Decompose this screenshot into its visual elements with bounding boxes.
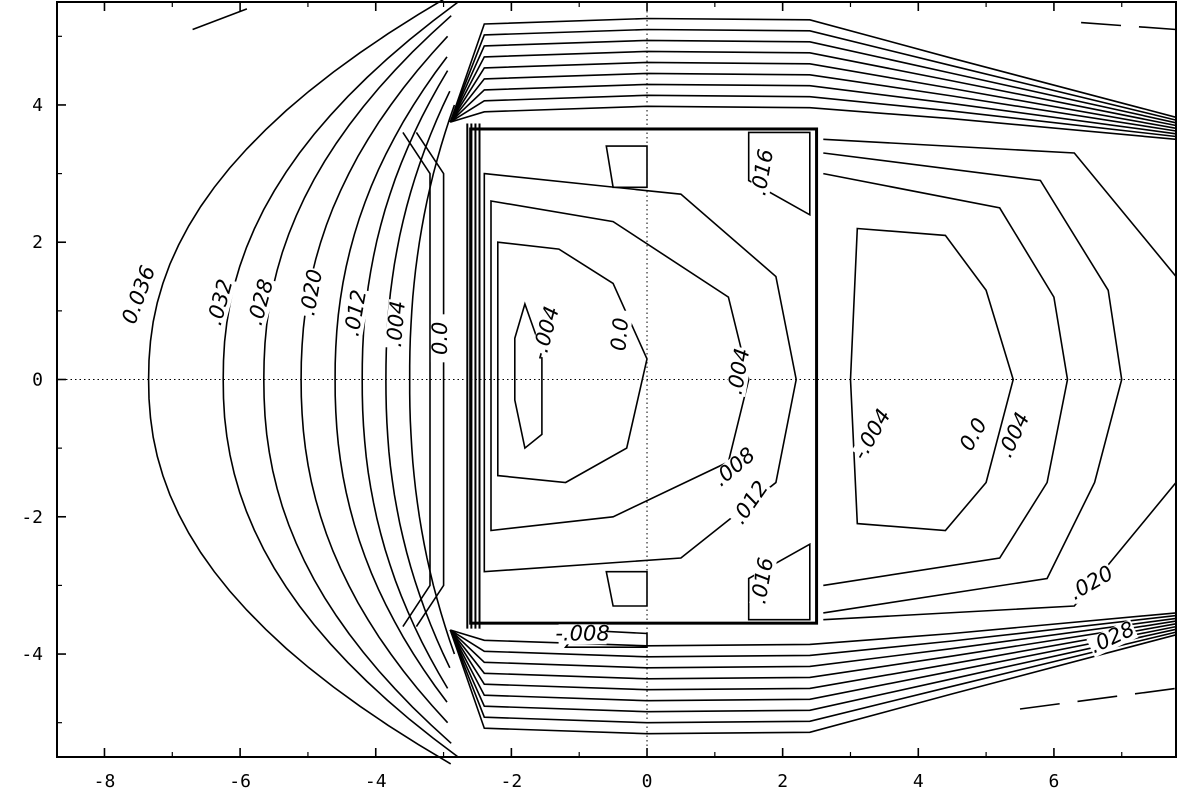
x-tick-label: 2 xyxy=(777,771,788,792)
contour-label-bg xyxy=(749,147,778,198)
contour-line-shear-bottom xyxy=(449,628,1177,713)
contour-label: 0.0 xyxy=(606,317,633,352)
contour-line-wake-outer xyxy=(823,138,1177,278)
contour-line-inner-bottom-cell xyxy=(605,570,648,607)
contour-label-bg xyxy=(608,309,633,360)
contour-label: .016 xyxy=(746,556,778,606)
contour-line-upstream xyxy=(147,0,452,765)
contour-lines xyxy=(147,0,1177,765)
contour-line-shear-top xyxy=(449,50,1177,127)
contour-line-wake-zero xyxy=(823,172,1069,587)
contour-line-farfield-dash xyxy=(1081,21,1177,31)
contour-label: 0.0 xyxy=(428,322,452,355)
contour-label-bg xyxy=(530,307,563,360)
x-tick-label: -8 xyxy=(94,771,116,792)
contour-line-wake-negative xyxy=(849,227,1015,532)
contour-line-shear-top xyxy=(449,17,1177,123)
contour-label: .012 xyxy=(727,476,773,528)
contour-label: .004 xyxy=(382,300,410,349)
contour-line-shear-top xyxy=(449,94,1177,138)
contour-line-upstream xyxy=(361,70,449,689)
contour-label: -.008 xyxy=(555,621,609,645)
y-tick-label: 4 xyxy=(32,95,43,116)
contour-line-wake-outer xyxy=(823,481,1177,621)
contour-label-bg xyxy=(749,555,778,607)
contour-label-bg xyxy=(342,287,371,339)
contour-line-shear-bottom xyxy=(449,623,1177,691)
contour-label: .016 xyxy=(746,147,778,197)
contour-label: .028 xyxy=(243,276,278,327)
contour-line-face xyxy=(415,131,445,628)
x-tick-label: 4 xyxy=(913,771,924,792)
x-tick-label: 6 xyxy=(1049,771,1060,792)
contour-label-bg xyxy=(728,477,773,529)
contour-label-bg xyxy=(384,299,409,349)
contour-label-bg xyxy=(709,444,760,491)
contour-line-shear-bottom xyxy=(449,617,1177,669)
y-tick-label: 2 xyxy=(32,232,43,253)
reference-lines xyxy=(57,2,1176,757)
contour-line-farfield-dash xyxy=(1019,687,1177,710)
contour-line-upstream xyxy=(222,1,459,758)
contour-line-upstream xyxy=(262,15,452,744)
axis-ticks: -8 -6 -4 -2 0 2 4 6 4 2 0 -2 -4 xyxy=(21,2,1123,792)
contour-label-bg xyxy=(430,314,451,363)
contour-label: .004 xyxy=(723,346,755,396)
contour-label-bg xyxy=(1086,619,1139,658)
x-tick-label: 0 xyxy=(642,771,653,792)
y-tick-label: -2 xyxy=(21,507,43,528)
contour-line-face xyxy=(402,131,431,628)
contour-line-shear-top xyxy=(450,105,1177,141)
body-rectangle xyxy=(466,123,819,629)
contour-label-bg xyxy=(995,409,1034,462)
contour-label-bg xyxy=(204,276,237,329)
contour-label: -.004 xyxy=(848,405,896,464)
contour-line-inner-2 xyxy=(490,200,750,532)
x-tick-label: -4 xyxy=(365,771,387,792)
contour-label-bg xyxy=(725,346,754,397)
contour-line-upstream xyxy=(408,104,456,655)
y-tick-label: -4 xyxy=(21,644,43,665)
contour-label-bg xyxy=(1065,562,1118,605)
contour-line-shear-bottom xyxy=(449,629,1177,724)
contour-label: -.004 xyxy=(527,304,564,363)
contour-line-shear-bottom xyxy=(449,625,1177,702)
contour-line-corner-top xyxy=(747,131,811,217)
contour-line-inner-top-cell xyxy=(605,145,648,189)
y-tick-label: 0 xyxy=(32,370,43,391)
contour-line-wake-positive xyxy=(823,152,1123,614)
contour-label: .020 xyxy=(295,267,327,317)
x-tick-label: -6 xyxy=(229,771,251,792)
contour-line-shear-top xyxy=(449,39,1177,124)
contour-label-bg xyxy=(245,276,278,329)
contour-label: .032 xyxy=(202,276,237,327)
contour-label-bg xyxy=(298,267,327,319)
contour-line-shear-top xyxy=(449,28,1177,123)
contour-label-bg xyxy=(121,269,158,322)
contour-line-upstream xyxy=(334,56,448,703)
contour-labels: 0.036.032.028.020.012.004 0.0 -.004 0.0.004… xyxy=(117,147,1139,658)
contour-line-shear-bottom xyxy=(449,629,1177,735)
contour-line-shear-bottom xyxy=(449,620,1177,680)
contour-line-shear-top xyxy=(449,83,1177,135)
contour-label-bg xyxy=(558,624,607,645)
contour-label: .012 xyxy=(339,288,371,338)
contour-line-farfield-dash xyxy=(192,8,248,31)
contour-line-inner-1 xyxy=(497,241,648,484)
contour-line-corner-bottom xyxy=(747,542,811,621)
contour-line-shear-bottom xyxy=(449,614,1177,658)
contour-line-shear-bottom xyxy=(450,612,1177,647)
contour-line-shear-top xyxy=(449,72,1177,132)
contour-label-bg xyxy=(851,409,894,461)
contour-line-inner-3 xyxy=(483,172,798,573)
contour-label-bg xyxy=(953,409,995,461)
contour-line-shear-top xyxy=(449,61,1177,130)
x-tick-label: -2 xyxy=(501,771,523,792)
